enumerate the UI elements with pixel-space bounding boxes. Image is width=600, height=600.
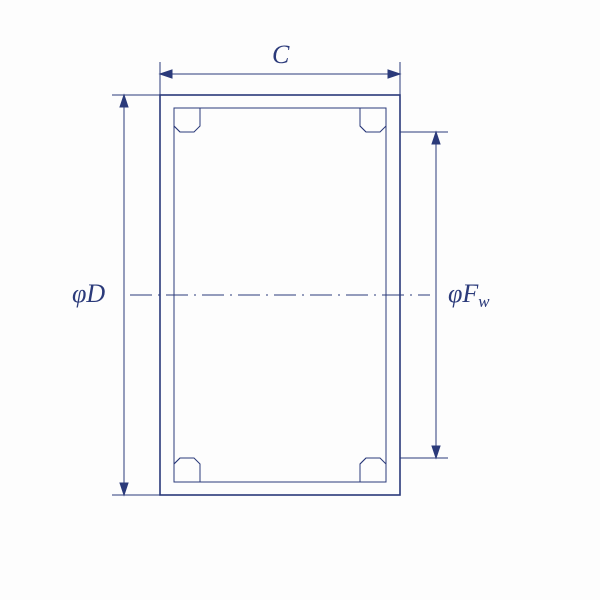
label-c: C	[272, 42, 289, 68]
label-fw: φFw	[448, 281, 490, 311]
label-d: φD	[72, 281, 105, 307]
diagram-stage: C φD φFw	[0, 0, 600, 600]
